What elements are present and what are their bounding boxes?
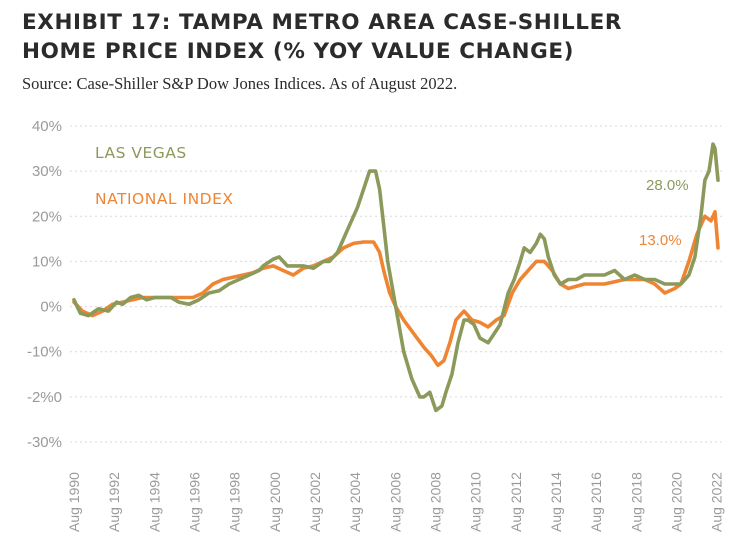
x-axis-ticks: Aug 1990 Aug 1992 Aug 1994 Aug 1996 Aug 1998… xyxy=(66,472,725,532)
x-tick-label: Aug 1992 xyxy=(106,472,122,532)
x-tick-label: Aug 2014 xyxy=(548,472,564,532)
x-tick-label: Aug 1990 xyxy=(66,472,82,532)
x-tick-label: Aug 2022 xyxy=(709,472,725,532)
series-line-las-vegas xyxy=(72,142,720,413)
y-tick-label: -2%0 xyxy=(27,389,62,406)
x-tick-label: Aug 2020 xyxy=(668,472,684,532)
x-tick-label: Aug 2016 xyxy=(588,472,604,532)
chart-source: Source: Case-Shiller S&P Dow Jones Indic… xyxy=(22,74,458,93)
x-tick-label: Aug 2010 xyxy=(468,472,484,532)
y-tick-label: -10% xyxy=(27,344,62,361)
y-tick-label: 10% xyxy=(32,253,62,270)
title-line-2: HOME PRICE INDEX (% YOY VALUE CHANGE) xyxy=(22,39,575,64)
y-tick-label: 40% xyxy=(32,118,62,135)
end-label-las-vegas: 28.0% xyxy=(646,177,689,194)
x-tick-label: Aug 2002 xyxy=(307,472,323,532)
x-tick-label: Aug 1996 xyxy=(186,472,202,532)
y-tick-label: 20% xyxy=(32,208,62,225)
end-label-national-index: 13.0% xyxy=(639,232,682,249)
x-tick-label: Aug 2008 xyxy=(427,472,443,532)
series-lines xyxy=(72,142,720,413)
x-tick-label: Aug 2004 xyxy=(347,472,363,532)
grid-lines xyxy=(70,125,722,443)
x-tick-label: Aug 1998 xyxy=(227,472,243,532)
y-tick-label: -30% xyxy=(27,434,62,451)
chart-title: EXHIBIT 17: TAMPA METRO AREA CASE-SHILLE… xyxy=(22,8,722,66)
series-labels: LAS VEGAS NATIONAL INDEX 28.0% 13.0% xyxy=(95,144,689,249)
x-tick-label: Aug 2018 xyxy=(628,472,644,532)
legend-las-vegas: LAS VEGAS xyxy=(95,144,187,162)
y-tick-label: 0% xyxy=(40,299,62,316)
x-tick-label: Aug 2006 xyxy=(387,472,403,532)
series-line-national-index xyxy=(72,210,720,368)
x-tick-label: Aug 1994 xyxy=(146,472,162,532)
x-tick-label: Aug 2012 xyxy=(508,472,524,532)
title-line-1: EXHIBIT 17: TAMPA METRO AREA CASE-SHILLE… xyxy=(22,10,623,35)
x-tick-label: Aug 2000 xyxy=(267,472,283,532)
y-tick-label: 30% xyxy=(32,163,62,180)
legend-national-index: NATIONAL INDEX xyxy=(95,190,234,208)
y-axis-ticks: 40% 30% 20% 10% 0% -10% -2%0 -30% xyxy=(27,118,62,451)
